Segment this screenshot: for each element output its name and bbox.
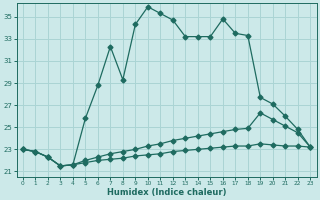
X-axis label: Humidex (Indice chaleur): Humidex (Indice chaleur)	[107, 188, 226, 197]
